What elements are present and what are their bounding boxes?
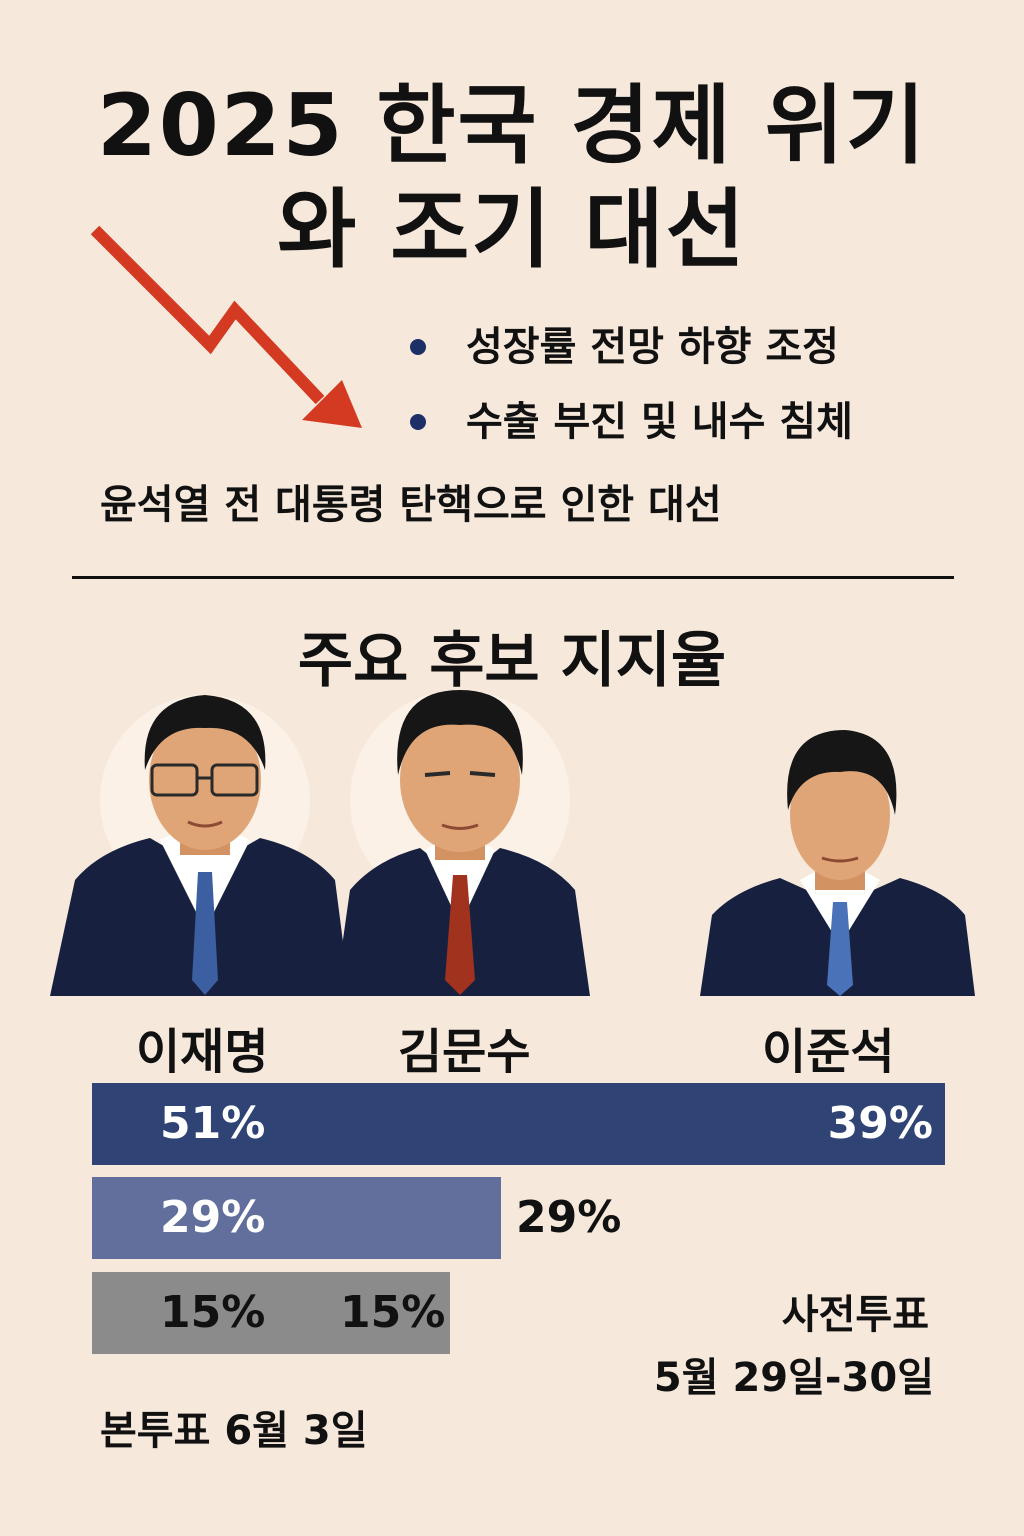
early-vote-dates: 5월 29일-30일 [653,1355,934,1401]
candidate-name: 김문수 [398,1024,531,1080]
support-bar: 51% 39% [92,1083,945,1165]
bullet-item: 성장률 전망 하향 조정 [410,322,839,372]
bullet-text: 수출 부진 및 내수 침체 [466,399,853,445]
bar-left-label: 15% [160,1287,266,1338]
bullet-dot-icon [410,339,426,355]
subtitle: 윤석열 전 대통령 탄핵으로 인한 대선 [100,482,722,528]
bullet-text: 성장률 전망 하향 조정 [466,324,839,370]
bar-right-label: 39% [827,1098,933,1149]
main-vote-date: 본투표 6월 3일 [100,1408,368,1454]
candidate-name: 이준석 [762,1024,895,1080]
support-bar: 29% [92,1177,501,1259]
support-bar: 15% 15% [92,1272,450,1354]
bullet-item: 수출 부진 및 내수 침체 [410,397,853,447]
early-vote-label: 사전투표 [781,1292,929,1338]
section-title: 주요 후보 지지율 [297,626,727,696]
candidate-name: 이재명 [136,1024,269,1080]
down-trend-arrow-icon [90,225,362,428]
page-title-line2: 와 조기 대선 [277,180,747,280]
bullet-dot-icon [410,414,426,430]
divider [72,576,954,579]
bar-left-label: 51% [160,1098,266,1149]
candidate-portrait-kim-moon-soo [335,690,590,996]
candidate-portrait-lee-jae-myung [50,695,350,996]
bar-right-label: 15% [340,1287,446,1338]
page-title-line1: 2025 한국 경제 위기 [97,76,927,176]
candidate-portrait-lee-jun-seok [700,730,975,996]
bar-outside-label: 29% [516,1192,622,1243]
bar-left-label: 29% [160,1192,266,1243]
candidate-portraits [50,690,975,996]
